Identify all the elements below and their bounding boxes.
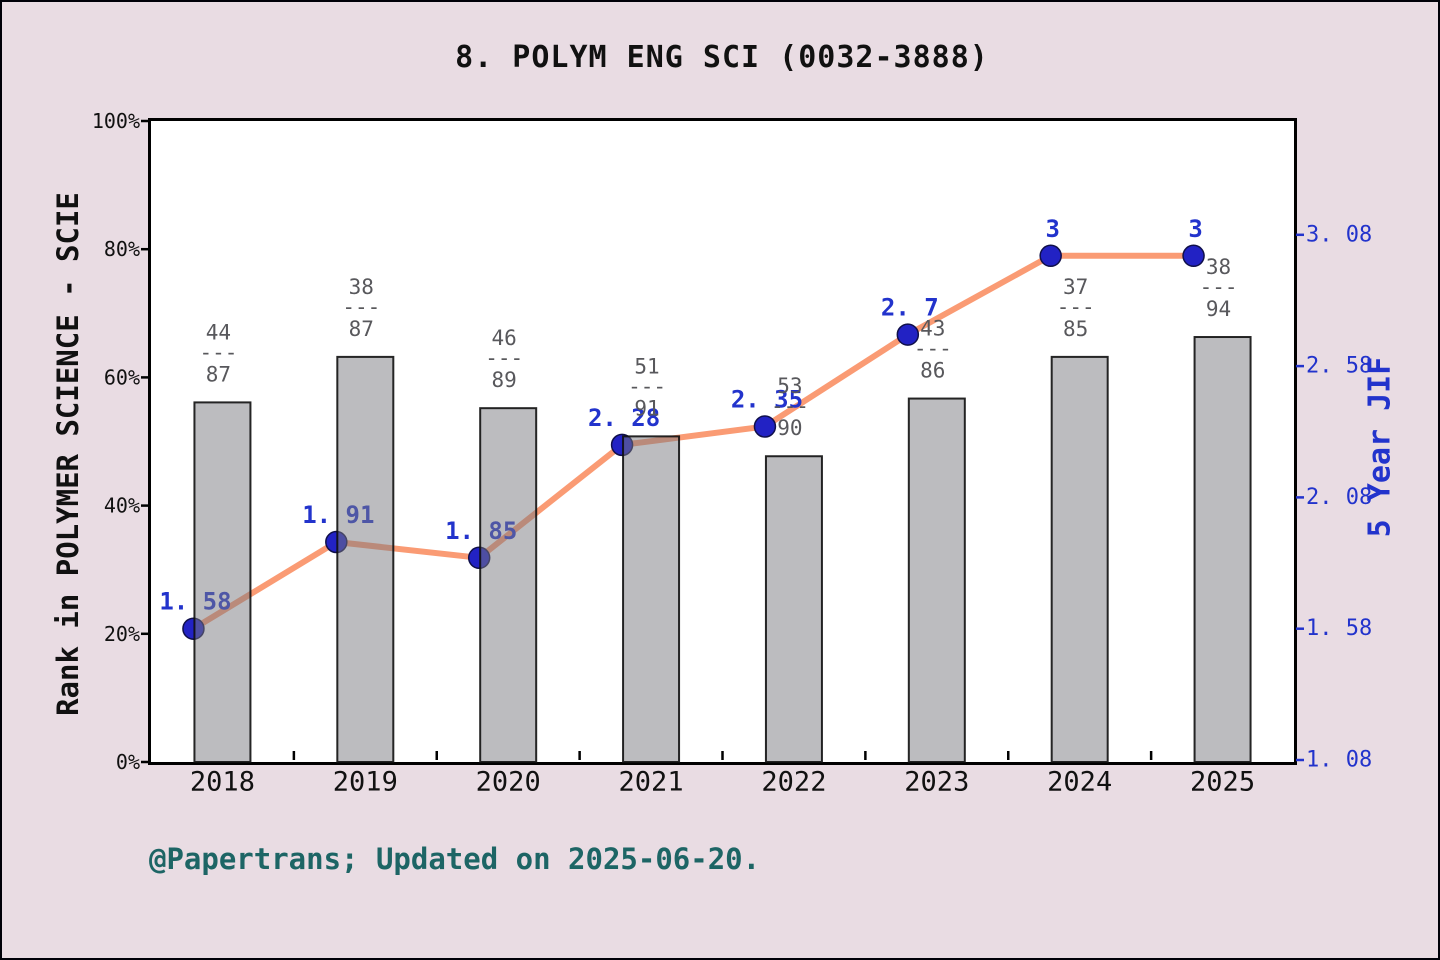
left-tick-label: 0% xyxy=(116,750,140,774)
rank-num-2019: 38 xyxy=(349,275,374,299)
point-label-2023: 2. 7 xyxy=(881,294,939,322)
rank-num-2022: 53 xyxy=(777,374,802,398)
x-tick-label-2018: 2018 xyxy=(190,767,255,798)
right-tick-label: 1. 08 xyxy=(1306,748,1372,773)
rank-bar-2020: --- xyxy=(485,346,523,370)
footer-credit: @Papertrans; Updated on 2025-06-20. xyxy=(149,842,761,876)
rank-den-2020: 89 xyxy=(492,368,517,392)
rank-num-2021: 51 xyxy=(634,354,659,378)
rank-den-2018: 87 xyxy=(206,362,231,386)
point-label-2022: 2. 35 xyxy=(731,385,803,413)
right-tick-label: 1. 58 xyxy=(1306,616,1372,641)
x-tick-label-2020: 2020 xyxy=(476,767,541,798)
bar-2022 xyxy=(764,455,823,763)
rank-bar-2023: --- xyxy=(914,337,952,361)
left-tick-label: 60% xyxy=(104,365,140,389)
jif-marker-2024 xyxy=(1039,244,1062,268)
rank-num-2023: 43 xyxy=(920,317,945,341)
bar-2024 xyxy=(1050,355,1109,763)
rank-den-2024: 85 xyxy=(1063,317,1088,341)
rank-den-2021: 91 xyxy=(634,396,659,420)
jif-marker-2022 xyxy=(753,415,777,438)
rank-bar-2022: --- xyxy=(771,394,809,418)
chart-title: 8. POLYM ENG SCI (0032-3888) xyxy=(455,40,989,75)
rank-den-2025: 94 xyxy=(1206,297,1231,321)
point-label-2025: 3 xyxy=(1188,215,1202,243)
bar-2019 xyxy=(336,355,395,763)
right-tick-label: 2. 08 xyxy=(1306,485,1372,510)
x-tick-label-2024: 2024 xyxy=(1047,767,1112,798)
x-tick-label-2025: 2025 xyxy=(1190,767,1255,798)
rank-bar-2025: --- xyxy=(1200,275,1238,299)
point-label-2024: 3 xyxy=(1045,215,1059,243)
rank-bar-2021: --- xyxy=(628,374,666,398)
x-tick-label-2019: 2019 xyxy=(333,767,398,798)
left-tick-label: 40% xyxy=(104,494,140,518)
bar-2018 xyxy=(193,401,252,763)
point-label-2021: 2. 28 xyxy=(588,404,660,432)
rank-bar-2018: --- xyxy=(199,340,237,364)
jif-marker-2023 xyxy=(896,323,920,346)
jif-marker-2025 xyxy=(1182,244,1205,268)
rank-den-2023: 86 xyxy=(920,359,945,383)
left-tick-label: 100% xyxy=(92,109,140,133)
bar-2020 xyxy=(479,407,538,763)
x-tick-label-2022: 2022 xyxy=(761,767,826,798)
rank-num-2020: 46 xyxy=(492,326,517,350)
x-tick-label-2021: 2021 xyxy=(619,767,684,798)
right-tick-label: 2. 58 xyxy=(1306,354,1372,379)
rank-num-2018: 44 xyxy=(206,320,231,344)
rank-num-2025: 38 xyxy=(1206,255,1231,279)
left-tick-label: 80% xyxy=(104,237,140,261)
rank-den-2019: 87 xyxy=(349,317,374,341)
bar-2021 xyxy=(622,435,681,763)
rank-den-2022: 90 xyxy=(777,416,802,440)
rank-bar-2024: --- xyxy=(1057,295,1095,319)
rank-bar-2019: --- xyxy=(342,295,380,319)
left-tick-label: 20% xyxy=(104,622,140,646)
bar-2025 xyxy=(1193,336,1252,763)
x-tick-label-2023: 2023 xyxy=(904,767,969,798)
rank-num-2024: 37 xyxy=(1063,275,1088,299)
bar-2023 xyxy=(907,397,966,763)
right-tick-label: 3. 08 xyxy=(1306,222,1372,247)
